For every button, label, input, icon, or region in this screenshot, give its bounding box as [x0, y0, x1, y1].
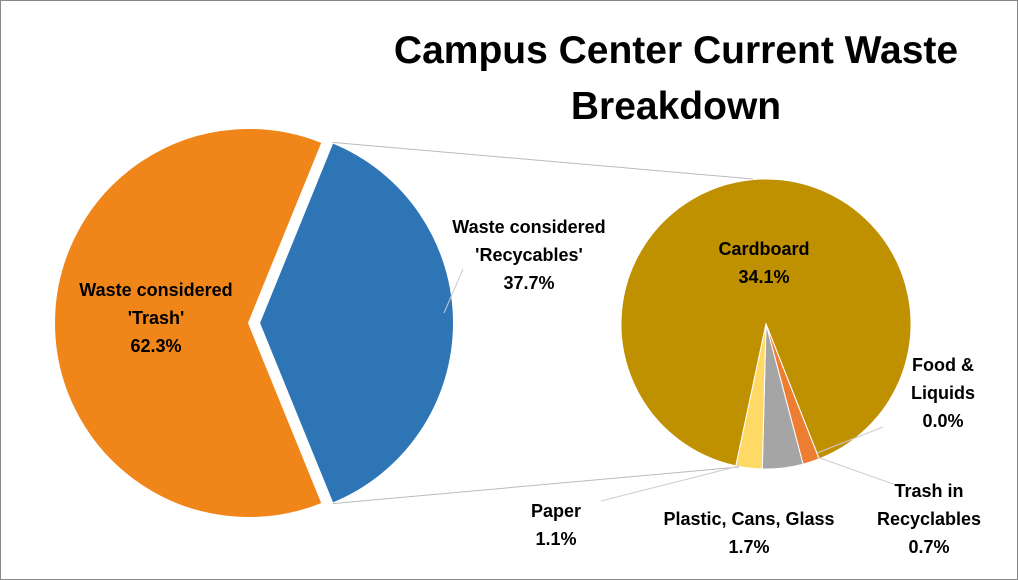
leader-line	[816, 426, 884, 454]
category-label: Trash in Recyclables	[876, 481, 982, 529]
value-label: 34.1%	[738, 267, 790, 287]
value-label: 62.3%	[130, 336, 182, 356]
connector-line	[332, 141, 754, 180]
pie-slice	[53, 127, 324, 519]
chart-title: Campus Center Current Waste Breakdown	[393, 29, 959, 128]
category-label: Cardboard	[718, 239, 810, 259]
pie-slice	[735, 323, 767, 470]
leader-line	[816, 456, 897, 486]
category-label: Plastic, Cans, Glass	[663, 509, 835, 529]
category-label: Food & Liquids	[911, 355, 975, 403]
value-label: 0.7%	[908, 537, 950, 557]
value-label: 37.7%	[503, 273, 555, 293]
value-label: 1.7%	[728, 537, 770, 557]
connector-line	[332, 466, 740, 505]
value-label: 1.1%	[535, 529, 577, 549]
pie-slice	[257, 141, 456, 505]
category-label: Waste considered 'Trash'	[79, 280, 233, 328]
category-label: Paper	[530, 501, 582, 521]
leader-line	[600, 465, 740, 502]
category-label: Waste considered 'Recycables'	[452, 217, 606, 265]
leader-line	[443, 268, 464, 314]
value-label: 0.0%	[922, 411, 964, 431]
pie-slice	[620, 178, 912, 467]
